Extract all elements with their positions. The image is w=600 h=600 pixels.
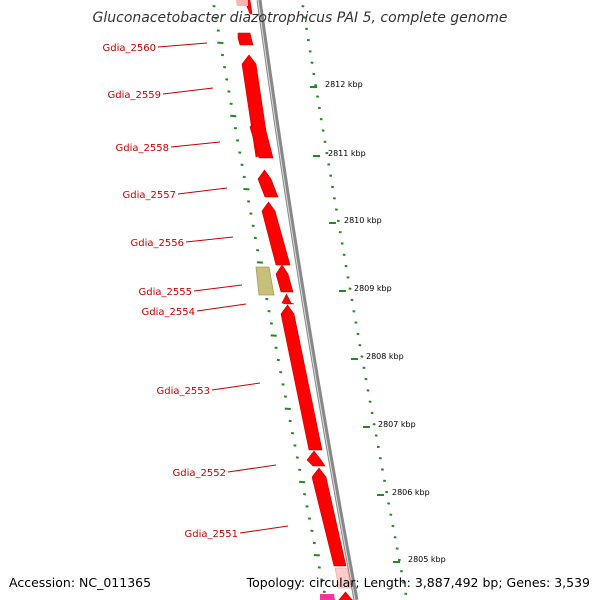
backbone-highlight: [257, 0, 356, 600]
gene-feature-faded[interactable]: [236, 0, 248, 6]
gene-feature[interactable]: [261, 201, 291, 266]
backbone-line: [256, 0, 359, 600]
kbp-label: 2805 kbp: [408, 555, 446, 564]
genome-summary-text: Topology: circular; Length: 3,887,492 bp…: [246, 575, 590, 590]
gene-label[interactable]: Gdia_2554: [142, 307, 195, 318]
gene-label[interactable]: Gdia_2555: [139, 287, 192, 298]
outer-tick-marks: [301, 5, 408, 595]
kbp-label: 2812 kbp: [325, 80, 363, 89]
pseudo-gene-feature[interactable]: [255, 266, 275, 296]
label-leader-line: [227, 464, 277, 473]
gene-feature-faded[interactable]: [334, 567, 352, 589]
gene-feature[interactable]: [275, 264, 294, 293]
gene-feature[interactable]: [311, 467, 347, 567]
label-leader-line: [177, 187, 228, 195]
gene-feature[interactable]: [280, 304, 323, 451]
gene-feature[interactable]: [249, 117, 274, 159]
gene-label[interactable]: Gdia_2559: [108, 90, 161, 101]
label-leader-line: [157, 42, 208, 48]
label-leader-line: [193, 284, 243, 292]
gene-feature[interactable]: [281, 293, 295, 305]
gene-label[interactable]: Gdia_2553: [157, 386, 210, 397]
kbp-label: 2811 kbp: [328, 149, 366, 158]
label-leader-line: [211, 382, 261, 391]
kbp-label: 2810 kbp: [344, 216, 382, 225]
label-leader-line: [170, 141, 221, 148]
gene-feature[interactable]: [257, 169, 279, 198]
gene-features: [236, 0, 354, 600]
gene-labels: Gdia_2560 Gdia_2559 Gdia_2558 Gdia_2557 Gdia…: [103, 42, 289, 540]
kbp-label: 2808 kbp: [366, 352, 404, 361]
gene-label[interactable]: Gdia_2560: [103, 43, 156, 54]
rna-gene-feature[interactable]: [320, 594, 335, 600]
scale-labels: 2812 kbp 2811 kbp 2810 kbp 2809 kbp 2808 kbp…: [310, 80, 446, 564]
label-leader-line: [239, 525, 289, 534]
kbp-label: 2809 kbp: [354, 284, 392, 293]
kbp-label: 2807 kbp: [378, 420, 416, 429]
accession-text: Accession: NC_011365: [9, 575, 152, 590]
gene-feature[interactable]: [237, 32, 254, 46]
gene-label[interactable]: Gdia_2558: [116, 143, 169, 154]
map-title: Gluconacetobacter diazotrophicus PAI 5, …: [92, 10, 508, 26]
gene-label[interactable]: Gdia_2551: [185, 529, 238, 540]
gene-label[interactable]: Gdia_2552: [173, 468, 226, 479]
label-leader-line: [196, 303, 247, 312]
gene-feature[interactable]: [338, 591, 354, 600]
inner-tick-marks: [212, 5, 326, 593]
label-leader-line: [185, 236, 234, 243]
gene-label[interactable]: Gdia_2557: [123, 190, 176, 201]
genome-backbone: [256, 0, 359, 600]
label-leader-line: [162, 87, 214, 95]
gene-label[interactable]: Gdia_2556: [131, 238, 184, 249]
gene-feature[interactable]: [306, 450, 326, 467]
kbp-label: 2806 kbp: [392, 488, 430, 497]
